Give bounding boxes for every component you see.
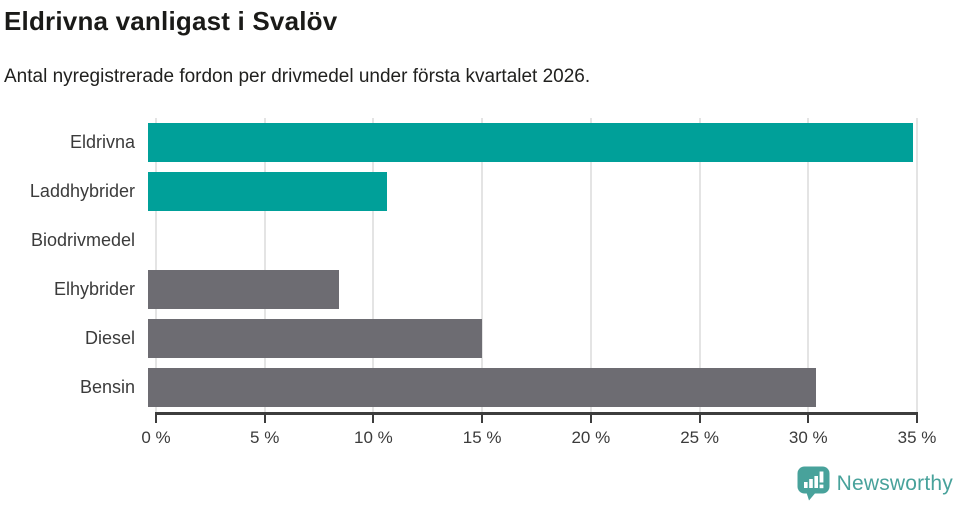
chart-subtitle: Antal nyregistrerade fordon per drivmede… — [4, 66, 591, 87]
bar — [148, 172, 388, 211]
bar-track — [148, 123, 917, 162]
newsworthy-chart-bubble-icon — [797, 466, 830, 501]
tick-label: 0 % — [141, 428, 171, 447]
gridline — [698, 118, 701, 412]
tick-mark — [698, 412, 701, 423]
tick-mark — [155, 412, 157, 423]
bar-chart: Eldrivna Laddhybrider Biodrivmedel Elhybrid… — [0, 118, 918, 412]
tick-label: 15 % — [462, 428, 502, 447]
category-label: Biodrivmedel — [30, 230, 135, 250]
bar — [148, 319, 482, 358]
chart-row: Bensin — [0, 363, 917, 412]
gridline — [372, 118, 375, 412]
category-label: Eldrivna — [69, 132, 135, 152]
bar-track — [148, 319, 917, 358]
gridline — [155, 118, 157, 412]
bar-track — [148, 221, 917, 260]
tick-mark — [916, 412, 918, 423]
tick-mark — [372, 412, 375, 423]
chart-rows: Eldrivna Laddhybrider Biodrivmedel Elhybrid… — [0, 118, 917, 412]
tick-mark — [481, 412, 484, 423]
chart-row: Biodrivmedel — [0, 216, 917, 265]
bar — [148, 123, 913, 162]
gridline — [807, 118, 810, 412]
chart-row: Laddhybrider — [0, 167, 917, 216]
newsworthy-logo: Newsworthy — [797, 466, 953, 501]
tick-mark — [589, 412, 592, 423]
gridline — [589, 118, 592, 412]
gridline — [916, 118, 918, 412]
chart-title: Eldrivna vanligast i Svalöv — [4, 6, 338, 36]
tick-mark — [807, 412, 810, 423]
brand-name: Newsworthy — [836, 471, 953, 495]
tick-mark — [263, 412, 266, 423]
bar — [148, 368, 816, 407]
chart-row: Diesel — [0, 314, 917, 363]
category-label: Laddhybrider — [29, 181, 135, 201]
tick-label: 25 % — [680, 428, 719, 447]
category-label: Bensin — [79, 377, 135, 397]
gridlines — [155, 118, 918, 412]
chart-row: Eldrivna — [0, 118, 917, 167]
x-axis-line — [155, 412, 918, 415]
bar-track — [148, 368, 917, 407]
tick-label: 20 % — [571, 428, 611, 447]
tick-label: 10 % — [354, 428, 393, 447]
bar — [148, 270, 340, 309]
gridline — [481, 118, 484, 412]
tick-label: 30 % — [788, 428, 828, 447]
tick-label: 35 % — [897, 428, 937, 447]
bar-track — [148, 270, 917, 309]
tick-label: 5 % — [250, 428, 280, 447]
x-axis: 0 % 5 % 10 % 15 % 20 % 25 % 30 % 35 % — [141, 412, 936, 462]
category-label: Elhybrider — [53, 279, 135, 299]
chart-row: Elhybrider — [0, 265, 917, 314]
bar-track — [148, 172, 917, 211]
gridline — [263, 118, 266, 412]
category-label: Diesel — [84, 328, 135, 348]
